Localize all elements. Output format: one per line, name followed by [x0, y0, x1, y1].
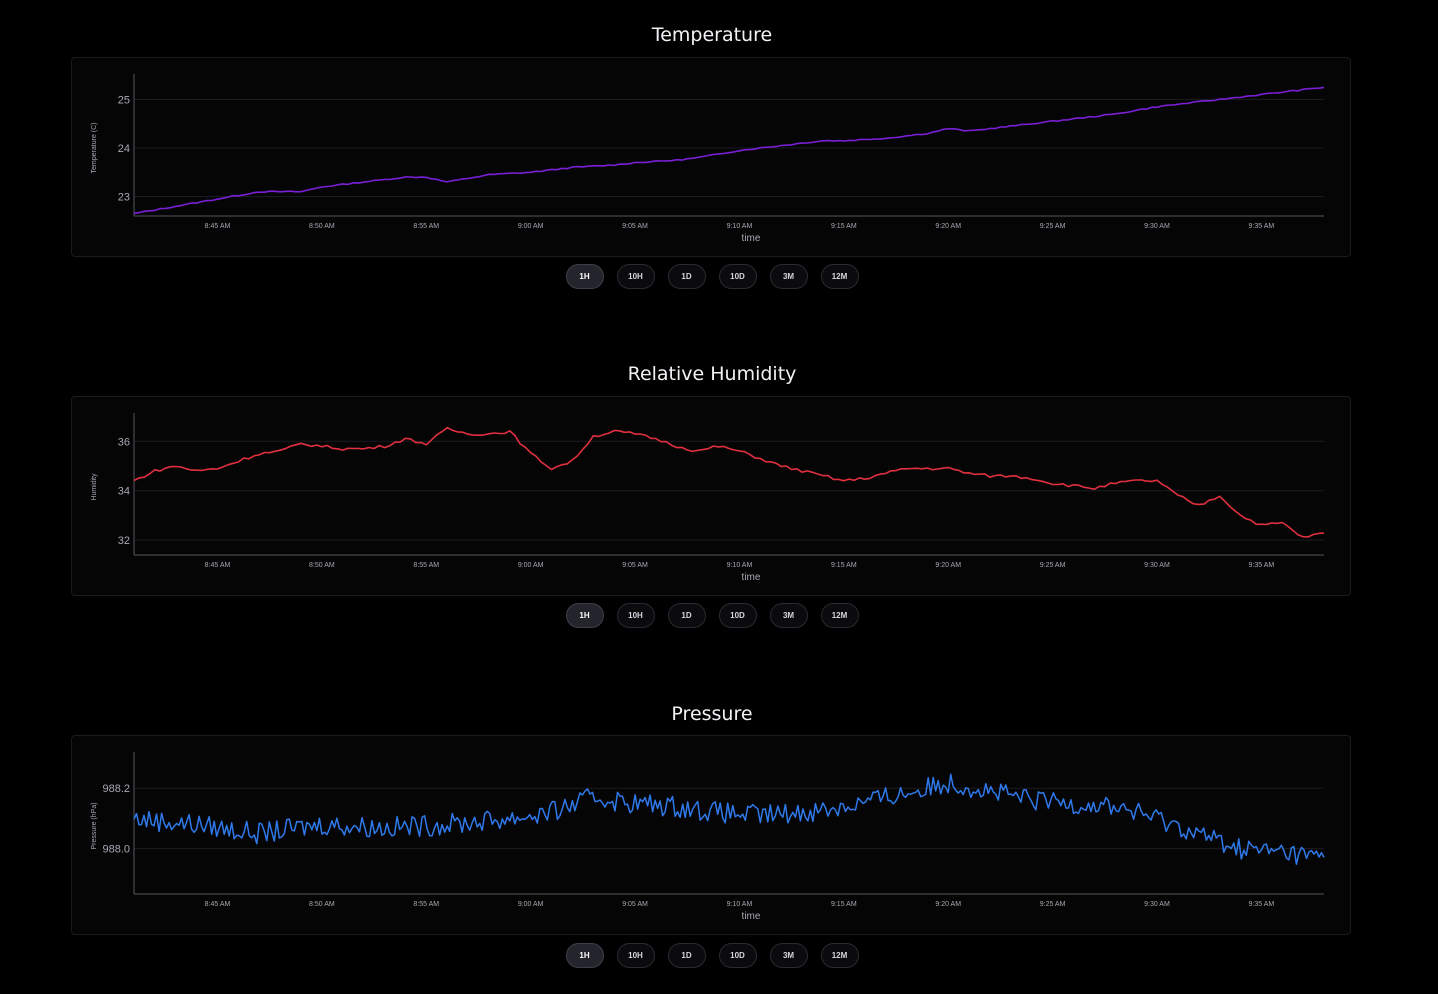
y-axis-label: Temperature (C) [91, 123, 98, 174]
range-selector: 1H 10H 1D 10D 3M 12M [0, 943, 1424, 968]
x-tick-label: 9:25 AM [1040, 901, 1066, 908]
range-button-12m[interactable]: 12M [820, 943, 859, 968]
y-axis-label: Pressure (hPa) [91, 802, 98, 849]
series-line [133, 773, 1325, 865]
x-tick-label: 8:50 AM [309, 223, 335, 230]
pressure-chart: 988.0 988.2 8:45 AM 8:50 AM 8:55 AM 9:00 AM 9:… [71, 735, 1351, 935]
y-tick-label: 23 [118, 192, 130, 204]
x-tick-label: 9:35 AM [1249, 901, 1275, 908]
x-axis-label: time [742, 911, 761, 922]
range-button-10h[interactable]: 10H [616, 943, 655, 968]
range-button-10d[interactable]: 10D [718, 603, 757, 628]
y-tick-label: 25 [118, 94, 130, 106]
series-line [133, 86, 1325, 215]
temperature-plot[interactable]: 23 24 25 8:45 AM 8:50 AM 8:55 AM 9:00 AM 9:05 A… [72, 58, 1350, 256]
x-tick-label: 8:45 AM [205, 223, 231, 230]
y-tick-label: 988.0 [102, 844, 130, 856]
x-axis-label: time [742, 572, 761, 583]
series-line [133, 426, 1325, 538]
range-button-10h[interactable]: 10H [616, 264, 655, 289]
x-tick-label: 9:20 AM [935, 223, 961, 230]
range-button-12m[interactable]: 12M [820, 264, 859, 289]
x-tick-label: 9:15 AM [831, 223, 857, 230]
range-selector: 1H 10H 1D 10D 3M 12M [0, 603, 1424, 628]
range-button-12m[interactable]: 12M [820, 603, 859, 628]
range-button-3m[interactable]: 3M [769, 603, 808, 628]
range-button-10h[interactable]: 10H [616, 603, 655, 628]
x-tick-label: 9:35 AM [1249, 223, 1275, 230]
y-tick-label: 36 [118, 436, 130, 448]
y-tick-label: 34 [118, 486, 130, 498]
x-tick-label: 9:00 AM [518, 562, 544, 569]
y-tick-label: 32 [118, 535, 130, 547]
range-button-1d[interactable]: 1D [667, 943, 706, 968]
x-tick-label: 9:25 AM [1040, 562, 1066, 569]
y-tick-label: 24 [118, 143, 130, 155]
chart-title: Relative Humidity [627, 363, 797, 385]
x-tick-label: 9:05 AM [622, 223, 648, 230]
range-selector: 1H 10H 1D 10D 3M 12M [0, 264, 1424, 289]
x-tick-label: 9:30 AM [1144, 562, 1170, 569]
range-button-3m[interactable]: 3M [769, 264, 808, 289]
range-button-1d[interactable]: 1D [667, 603, 706, 628]
x-tick-label: 9:15 AM [831, 901, 857, 908]
range-button-10d[interactable]: 10D [718, 943, 757, 968]
x-tick-label: 9:05 AM [622, 901, 648, 908]
x-tick-label: 9:05 AM [622, 562, 648, 569]
range-button-10d[interactable]: 10D [718, 264, 757, 289]
x-tick-label: 8:55 AM [413, 562, 439, 569]
x-tick-label: 8:55 AM [413, 901, 439, 908]
chart-title: Pressure [671, 703, 753, 725]
x-tick-label: 9:20 AM [935, 901, 961, 908]
x-tick-label: 9:30 AM [1144, 901, 1170, 908]
range-button-1h[interactable]: 1H [565, 943, 604, 968]
x-tick-label: 9:00 AM [518, 901, 544, 908]
x-tick-label: 8:55 AM [413, 223, 439, 230]
x-tick-label: 8:50 AM [309, 901, 335, 908]
x-tick-label: 9:35 AM [1249, 562, 1275, 569]
y-tick-label: 988.2 [102, 783, 130, 795]
x-tick-label: 9:00 AM [518, 223, 544, 230]
range-button-3m[interactable]: 3M [769, 943, 808, 968]
humidity-plot[interactable]: 32 34 36 8:45 AM 8:50 AM 8:55 AM 9:00 AM 9:05 A… [72, 397, 1350, 595]
x-tick-label: 8:45 AM [205, 562, 231, 569]
x-axis-label: time [742, 233, 761, 244]
x-tick-label: 9:15 AM [831, 562, 857, 569]
x-tick-label: 9:20 AM [935, 562, 961, 569]
x-tick-label: 8:45 AM [205, 901, 231, 908]
temperature-chart: 23 24 25 8:45 AM 8:50 AM 8:55 AM 9:00 AM 9:05 A… [71, 57, 1351, 257]
x-tick-label: 9:10 AM [727, 223, 753, 230]
humidity-chart: 32 34 36 8:45 AM 8:50 AM 8:55 AM 9:00 AM 9:05 A… [71, 396, 1351, 596]
range-button-1d[interactable]: 1D [667, 264, 706, 289]
range-button-1h[interactable]: 1H [565, 264, 604, 289]
x-tick-label: 9:30 AM [1144, 223, 1170, 230]
x-tick-label: 8:50 AM [309, 562, 335, 569]
x-tick-label: 9:25 AM [1040, 223, 1066, 230]
x-tick-label: 9:10 AM [727, 562, 753, 569]
range-button-1h[interactable]: 1H [565, 603, 604, 628]
pressure-plot[interactable]: 988.0 988.2 8:45 AM 8:50 AM 8:55 AM 9:00 AM 9:… [72, 736, 1350, 934]
y-axis-label: Humidity [91, 473, 98, 501]
chart-title: Temperature [651, 24, 773, 46]
x-tick-label: 9:10 AM [727, 901, 753, 908]
